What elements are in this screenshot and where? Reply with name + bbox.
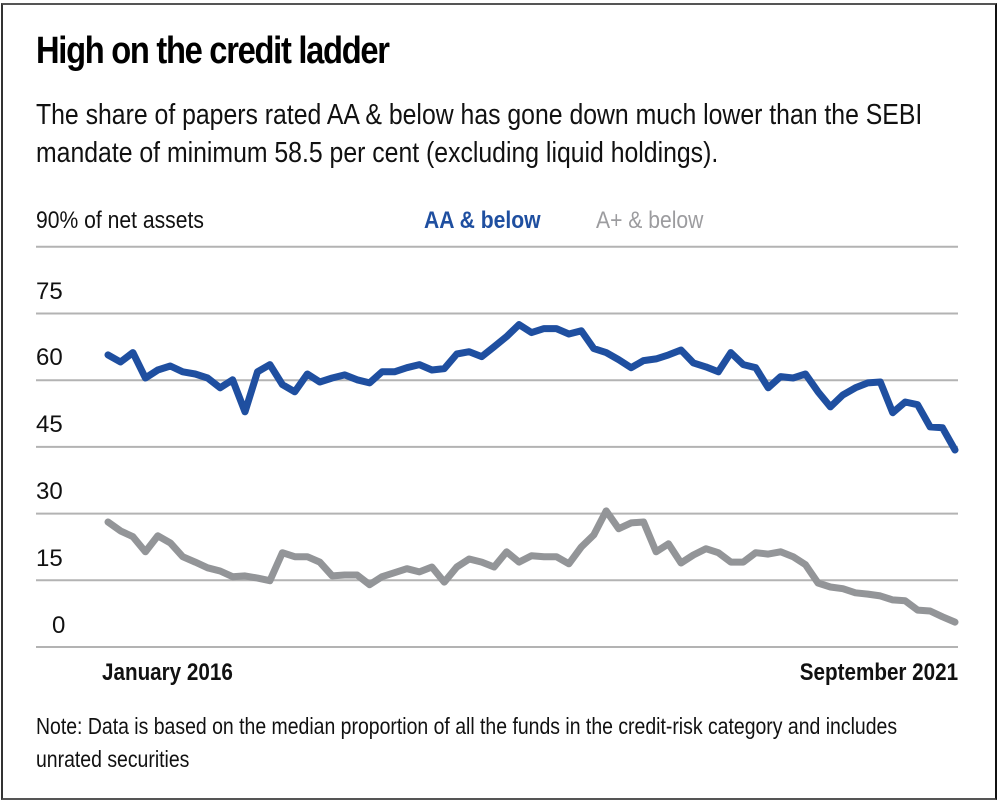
- chart-frame: [1, 3, 997, 800]
- series-aa-below-line: [104, 321, 959, 454]
- y-tick-15: 15: [36, 545, 63, 572]
- footnote: Note: Data is based on the median propor…: [36, 713, 898, 772]
- y-tick-30: 30: [36, 478, 63, 505]
- y-tick-60: 60: [36, 344, 63, 371]
- chart-subtitle: The share of papers rated AA & below has…: [36, 99, 923, 169]
- y-tick-0: 0: [52, 612, 66, 639]
- series-a-plus-below-line: [104, 507, 959, 626]
- x-end-label: September 2021: [799, 659, 958, 686]
- chart-title: High on the credit ladder: [36, 30, 390, 72]
- legend-aa-below: AA & below: [424, 207, 541, 234]
- gridlines: [36, 245, 958, 648]
- y-tick-45: 45: [36, 411, 63, 438]
- legend-a-plus-below: A+ & below: [596, 207, 704, 234]
- y-tick-75: 75: [36, 278, 63, 305]
- x-start-label: January 2016: [102, 659, 233, 686]
- y-axis-title: 90% of net assets: [36, 207, 204, 234]
